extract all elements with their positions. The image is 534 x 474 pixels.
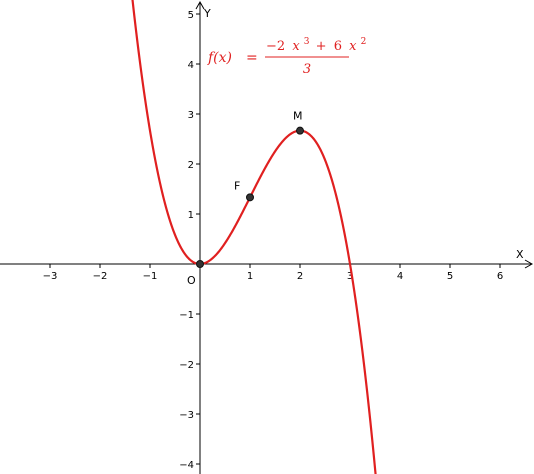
formula-coef2: 6: [334, 39, 342, 54]
formula-equals: =: [246, 50, 258, 66]
formula-lhs: f(x): [207, 50, 232, 66]
formula-var1: x: [292, 39, 300, 54]
y-tick-label: 1: [188, 210, 194, 221]
y-tick-label: 5: [188, 10, 194, 21]
x-tick-label: −2: [93, 271, 108, 282]
svg-text:=: =: [246, 50, 258, 66]
y-tick-label: 3: [188, 110, 194, 121]
formula-denominator: 3: [303, 62, 311, 77]
svg-text:f(x): f(x): [207, 50, 232, 66]
curve-layer: [131, 0, 377, 474]
point-origin[interactable]: [196, 260, 204, 268]
x-tick-label: 2: [297, 271, 303, 282]
y-tick-label: −3: [179, 410, 194, 421]
point-M[interactable]: [296, 126, 304, 135]
y-axis-arrow: [195, 0, 205, 10]
formula-exp1: 3: [304, 37, 310, 47]
y-tick-label: −1: [179, 310, 194, 321]
y-tick-label: −4: [179, 460, 194, 471]
x-tick-label: 3: [347, 271, 353, 282]
function-curve: [131, 0, 377, 474]
y-tick-label: 2: [188, 160, 194, 171]
formula-coef1: −2: [266, 39, 285, 54]
y-tick-label: 4: [188, 60, 194, 71]
svg-text:−2 x 3 +: −2 x 3 + 6 x 2: [266, 33, 366, 54]
point-label-F: F: [234, 179, 240, 192]
x-tick-label: −3: [43, 271, 58, 282]
origin-label: O: [187, 274, 196, 287]
x-tick-label: 5: [447, 271, 453, 282]
x-tick-label: 4: [397, 271, 403, 282]
formula-var2: x: [349, 39, 357, 54]
point-label-M: M: [293, 110, 303, 123]
y-axis-label: Y: [203, 7, 211, 20]
formula-exp2: 2: [361, 37, 367, 47]
x-tick-label: 6: [497, 271, 503, 282]
x-axis-arrow: [524, 259, 534, 269]
y-tick-label: −2: [179, 360, 194, 371]
x-tick-label: −1: [143, 271, 158, 282]
x-tick-label: 1: [247, 271, 253, 282]
x-axis-label: X: [516, 248, 524, 261]
points-layer: FM: [196, 110, 304, 268]
function-formula: f(x) = −2 x 3 + 6 x 2 3: [207, 33, 366, 77]
formula-plus: +: [316, 39, 327, 54]
point-F[interactable]: [246, 193, 254, 202]
